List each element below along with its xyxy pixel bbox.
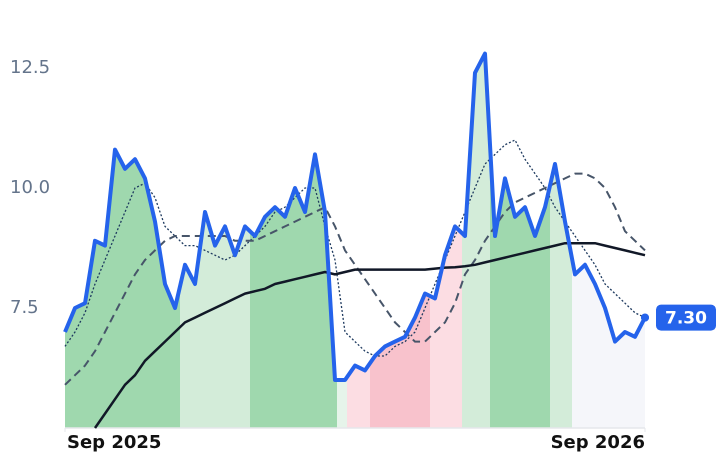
series-line bbox=[93, 241, 646, 429]
last-dot bbox=[641, 313, 649, 322]
series-line bbox=[64, 139, 646, 357]
x-tick-label: Sep 2025 bbox=[67, 432, 161, 453]
y-tick-label: 12.5 bbox=[10, 57, 50, 78]
region bbox=[180, 53, 250, 428]
x-tick-label: Sep 2026 bbox=[551, 432, 645, 453]
value-badge bbox=[656, 304, 716, 331]
region bbox=[550, 53, 572, 428]
region bbox=[337, 53, 347, 428]
y-tick-label: 7.5 bbox=[10, 297, 39, 318]
region bbox=[370, 53, 430, 428]
series-line bbox=[63, 51, 647, 382]
region bbox=[65, 53, 180, 428]
y-tick-label: 10.0 bbox=[10, 177, 50, 198]
region bbox=[572, 53, 645, 428]
region bbox=[430, 53, 462, 428]
value-label: 7.30 bbox=[665, 309, 707, 329]
series-line bbox=[64, 172, 646, 386]
